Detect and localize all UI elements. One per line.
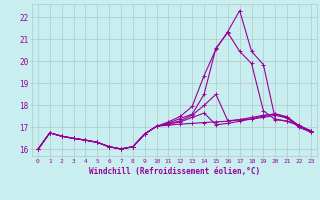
X-axis label: Windchill (Refroidissement éolien,°C): Windchill (Refroidissement éolien,°C): [89, 167, 260, 176]
